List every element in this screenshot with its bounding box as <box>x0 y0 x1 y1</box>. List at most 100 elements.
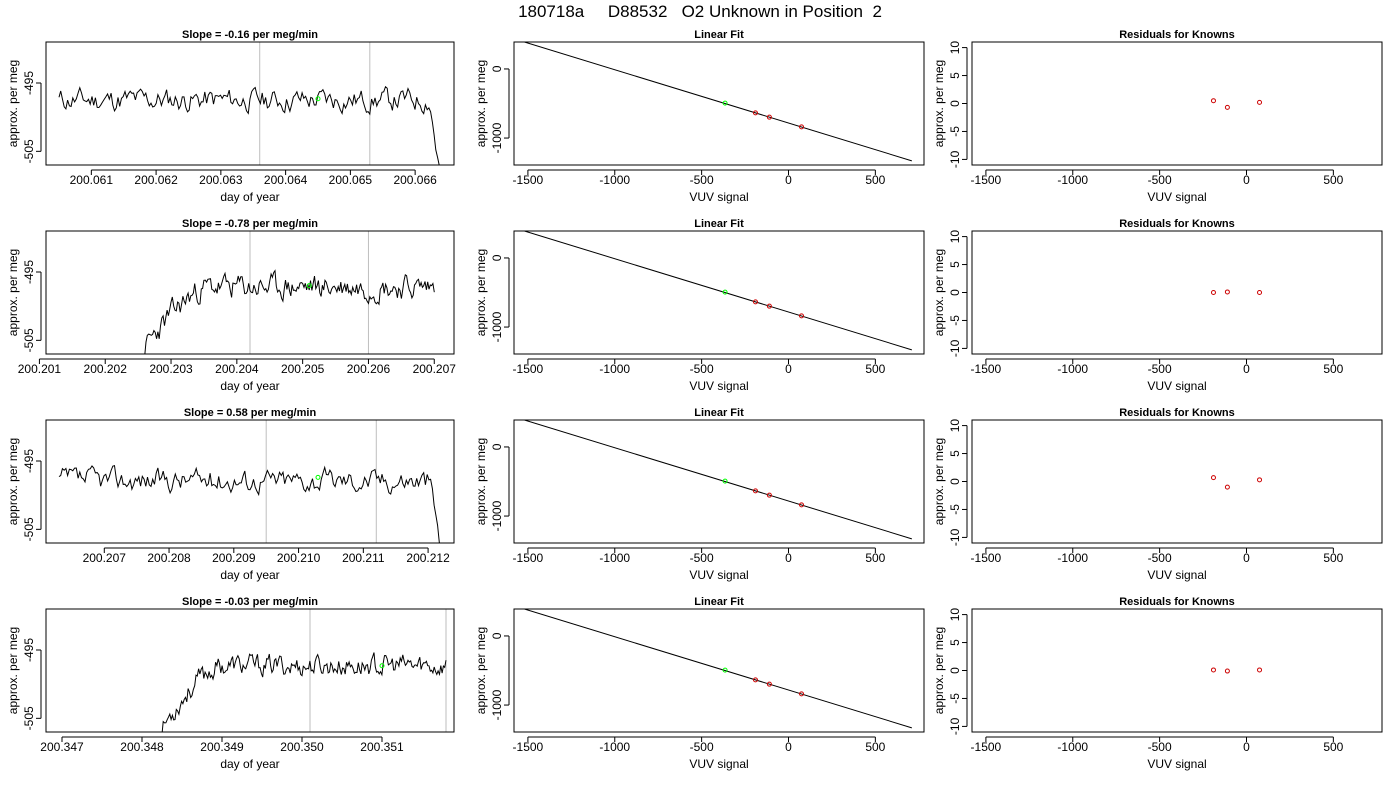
x-tick-label: 200.349 <box>200 740 244 754</box>
residual-point <box>1210 475 1216 481</box>
residual-point <box>1224 104 1230 110</box>
x-axis: 200.347 200.348 200.349 200.350 200.351 day o… <box>40 736 404 771</box>
known-point <box>766 114 772 120</box>
x-tick-label: 200.350 <box>280 740 324 754</box>
residuals-panel-2: Residuals for Knowns -1500 -1000 -500 0 500 VU… <box>932 218 1383 393</box>
x-axis-label: VUV signal <box>689 568 748 582</box>
x-tick-label: 0 <box>785 740 792 754</box>
x-tick-label: 200.210 <box>277 551 321 565</box>
x-tick-label: -500 <box>690 173 714 187</box>
x-tick-label: 0 <box>785 551 792 565</box>
known-point <box>752 488 758 494</box>
panel-title: Linear Fit <box>694 218 744 230</box>
plot-area <box>58 420 440 543</box>
unknown-marker <box>315 96 321 102</box>
unknown-point <box>722 667 728 673</box>
y-tick-label: -1000 <box>490 500 504 531</box>
x-axis: -1500 -1000 -500 0 500 VUV signal <box>513 358 886 393</box>
x-tick-label: 200.209 <box>212 551 256 565</box>
y-tick-label: -5 <box>948 504 962 515</box>
x-axis: -1500 -1000 -500 0 500 VUV signal <box>513 547 886 582</box>
known-point <box>766 492 772 498</box>
y-tick-label: -1000 <box>490 311 504 342</box>
x-tick-label: 0 <box>1243 740 1250 754</box>
y-tick-label: -505 <box>22 517 36 541</box>
residual-point <box>1224 668 1230 674</box>
x-tick-label: 200.066 <box>393 173 437 187</box>
x-axis-label: day of year <box>220 190 279 204</box>
known-point <box>752 110 758 116</box>
x-tick-label: 500 <box>865 551 885 565</box>
plot-frame <box>971 230 1383 355</box>
y-axis-label: approx. per meg <box>932 438 946 525</box>
x-tick-label: -1500 <box>513 551 544 565</box>
figure-title: 180718a D88532 O2 Unknown in Position 2 <box>518 2 882 21</box>
y-axis-label: approx. per meg <box>6 627 20 714</box>
y-tick-label: -495 <box>22 71 36 95</box>
x-tick-label: 200.203 <box>149 362 193 376</box>
x-tick-label: -1000 <box>599 173 630 187</box>
x-tick-label: 200.212 <box>406 551 450 565</box>
plot-area <box>1210 98 1263 110</box>
plot-area <box>160 609 447 732</box>
plot-frame <box>971 41 1383 166</box>
x-axis: 200.207 200.208 200.209 200.210 200.211 200.2… <box>83 547 450 582</box>
panel-title: Slope = 0.58 per meg/min <box>184 407 317 419</box>
y-tick-label: 0 <box>490 443 504 450</box>
x-axis: -1500 -1000 -500 0 500 VUV signal <box>971 358 1344 393</box>
y-tick-label: -495 <box>22 260 36 284</box>
y-tick-label: -505 <box>22 139 36 163</box>
x-axis-label: VUV signal <box>1147 568 1206 582</box>
unknown-point <box>722 100 728 106</box>
unknown-point <box>722 289 728 295</box>
plot-frame <box>45 41 455 166</box>
x-axis-label: VUV signal <box>1147 757 1206 771</box>
x-axis-label: VUV signal <box>689 757 748 771</box>
x-tick-label: 200.204 <box>215 362 259 376</box>
x-axis: 200.061 200.062 200.063 200.064 200.065 200.0… <box>70 169 437 204</box>
residual-point <box>1224 289 1230 295</box>
x-tick-label: -1000 <box>599 362 630 376</box>
panel-title: Slope = -0.03 per meg/min <box>182 596 318 608</box>
y-tick-label: -495 <box>22 638 36 662</box>
panel-title: Residuals for Knowns <box>1119 29 1235 41</box>
residual-point <box>1257 667 1263 673</box>
x-tick-label: 500 <box>1323 173 1343 187</box>
plot-area <box>1210 475 1263 490</box>
x-tick-label: -1500 <box>971 173 1002 187</box>
plot-frame <box>45 419 455 544</box>
x-tick-label: 0 <box>785 173 792 187</box>
y-tick-label: 0 <box>948 289 962 296</box>
x-tick-label: 500 <box>865 362 885 376</box>
x-tick-label: 500 <box>865 740 885 754</box>
x-axis-label: VUV signal <box>1147 379 1206 393</box>
y-tick-label: 5 <box>948 72 962 79</box>
plot-area <box>1210 667 1263 674</box>
y-axis-label: approx. per meg <box>474 249 488 336</box>
plot-frame <box>513 41 925 166</box>
panel-title: Linear Fit <box>694 407 744 419</box>
y-tick-label: -5 <box>948 693 962 704</box>
residuals-panel-1: Residuals for Knowns -1500 -1000 -500 0 500 VU… <box>932 29 1383 204</box>
y-tick-label: 0 <box>490 632 504 639</box>
x-tick-label: 500 <box>1323 362 1343 376</box>
panel-title: Residuals for Knowns <box>1119 596 1235 608</box>
y-tick-label: -5 <box>948 315 962 326</box>
x-tick-label: -1000 <box>1057 551 1088 565</box>
x-tick-label: -1000 <box>1057 362 1088 376</box>
x-tick-label: -500 <box>1148 740 1172 754</box>
residual-point <box>1257 99 1263 105</box>
y-axis-label: approx. per meg <box>6 438 20 525</box>
x-tick-label: -500 <box>1148 362 1172 376</box>
x-tick-label: 200.062 <box>134 173 178 187</box>
x-tick-label: 200.348 <box>120 740 164 754</box>
x-axis-label: VUV signal <box>689 190 748 204</box>
y-axis-label: approx. per meg <box>932 249 946 336</box>
y-tick-label: -10 <box>948 528 962 546</box>
known-point <box>799 124 805 130</box>
